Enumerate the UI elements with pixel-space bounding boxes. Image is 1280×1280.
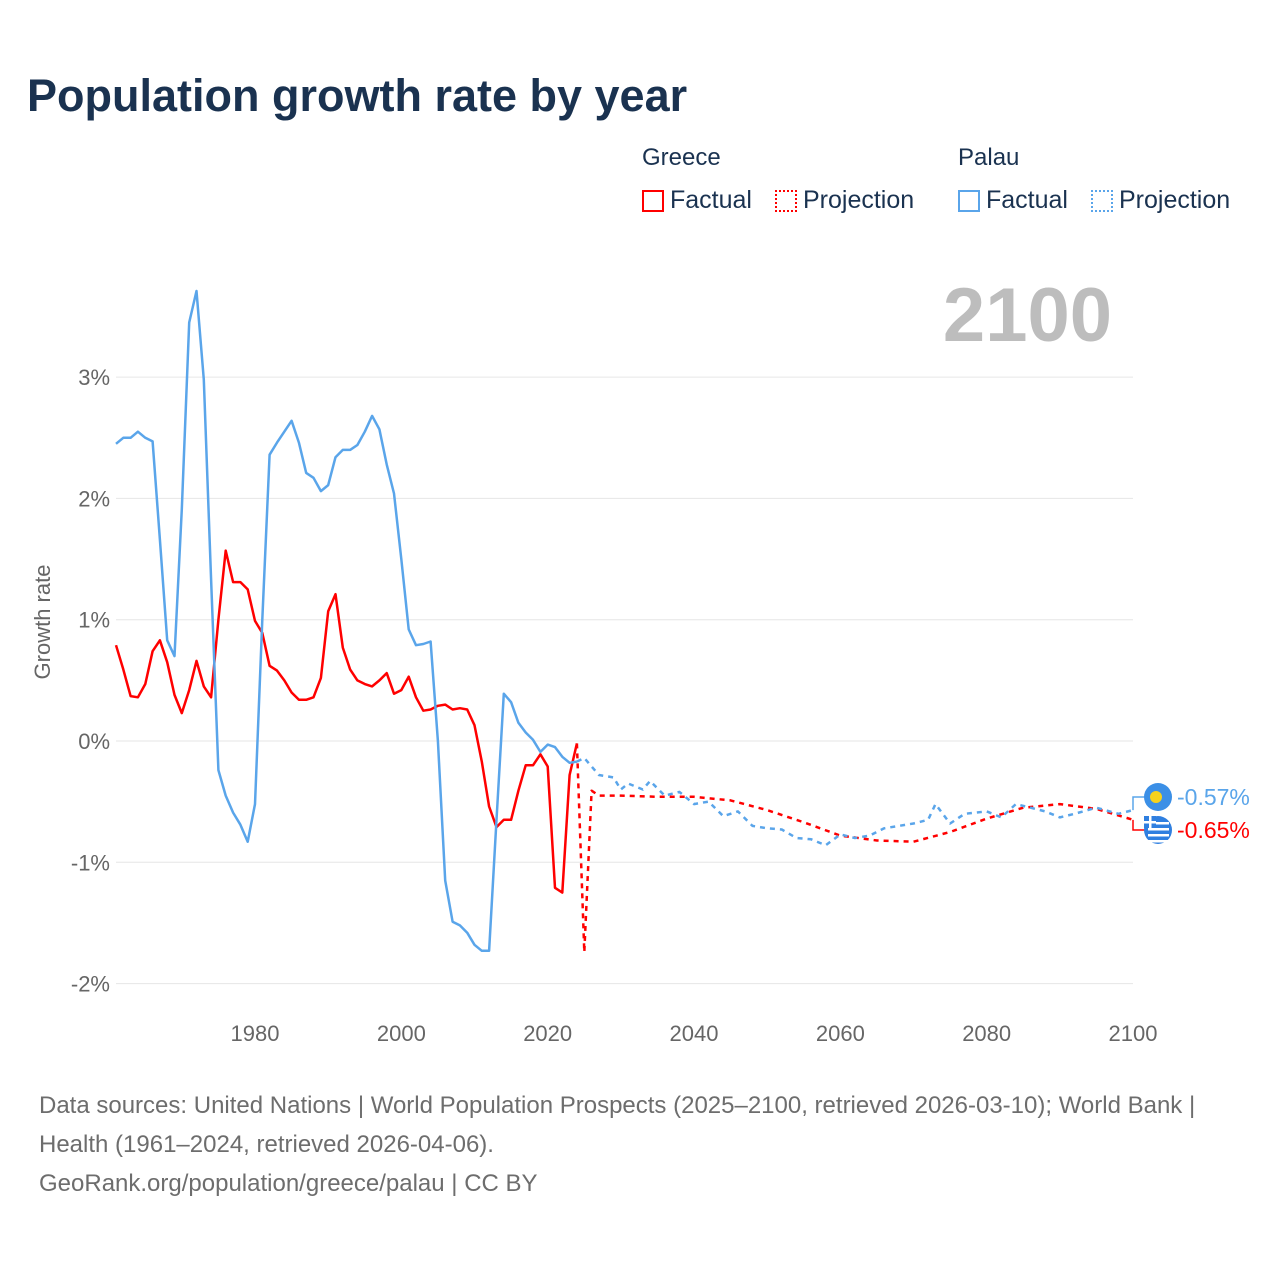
footer: Data sources: United Nations | World Pop… xyxy=(39,1086,1239,1203)
legend-label: Factual xyxy=(670,186,752,214)
legend-label: Projection xyxy=(1119,186,1231,214)
greece-flag-stripe xyxy=(1148,834,1169,837)
dotted-swatch-icon xyxy=(1091,189,1113,212)
x-tick-label: 2040 xyxy=(670,1021,719,1046)
x-tick-label: 2100 xyxy=(1109,1021,1158,1046)
x-tick-label: 1980 xyxy=(231,1021,280,1046)
greece-leader-line xyxy=(1132,819,1145,831)
x-tick-label: 2060 xyxy=(816,1021,865,1046)
legend-group-title: Palau xyxy=(958,144,1020,171)
y-tick-label: -1% xyxy=(71,850,110,875)
palau-flag-sun-icon xyxy=(1150,791,1162,803)
solid-swatch-icon xyxy=(642,189,664,212)
legend-group-palau: Palau Factual Projection xyxy=(958,144,1230,214)
y-tick-label: -2% xyxy=(71,972,110,997)
greece-flag-stripe xyxy=(1148,822,1169,825)
legend-group-greece: Greece Factual Projection xyxy=(642,144,914,214)
palau-leader-line xyxy=(1132,796,1145,811)
current-year-label: 2100 xyxy=(942,273,1112,358)
series-line-palau-factual xyxy=(115,289,578,953)
greece-flag-stripe xyxy=(1148,840,1169,843)
series-line-palau-projection xyxy=(576,756,1134,847)
credit-link[interactable]: GeoRank.org/population/greece/palau | CC… xyxy=(39,1170,538,1197)
y-tick-label: 3% xyxy=(78,365,110,390)
y-axis-label: Growth rate xyxy=(30,565,55,680)
data-sources: Data sources: United Nations | World Pop… xyxy=(39,1092,1196,1158)
x-tick-label: 2020 xyxy=(523,1021,572,1046)
dotted-swatch-icon xyxy=(775,189,797,212)
x-tick-label: 2000 xyxy=(377,1021,426,1046)
series-line-greece-projection xyxy=(575,743,1134,954)
palau-end-label: -0.57% xyxy=(1177,784,1250,810)
y-tick-label: 0% xyxy=(78,729,110,754)
legend-greece-projection[interactable]: Projection xyxy=(775,186,914,215)
greece-flag-stripe xyxy=(1148,828,1169,831)
chart-title: Population growth rate by year xyxy=(27,70,688,121)
legend-label: Projection xyxy=(803,186,915,214)
legend-label: Factual xyxy=(986,186,1068,214)
chart-plot: -2% -1% 0% 1% 2% 3% 1980 2000 2020 2040 2060 2080 21… xyxy=(30,289,1250,1046)
series-line-greece-factual xyxy=(114,549,579,894)
greece-end-label: -0.65% xyxy=(1177,817,1250,843)
solid-swatch-icon xyxy=(958,189,980,212)
legend-palau-projection[interactable]: Projection xyxy=(1091,186,1230,215)
legend-group-title: Greece xyxy=(642,144,721,171)
y-tick-label: 1% xyxy=(78,608,110,633)
legend-palau-factual[interactable]: Factual xyxy=(958,186,1068,215)
y-tick-label: 2% xyxy=(78,486,110,511)
x-tick-label: 2080 xyxy=(962,1021,1011,1046)
greece-flag-cross xyxy=(1144,821,1156,824)
legend-greece-factual[interactable]: Factual xyxy=(642,186,752,215)
